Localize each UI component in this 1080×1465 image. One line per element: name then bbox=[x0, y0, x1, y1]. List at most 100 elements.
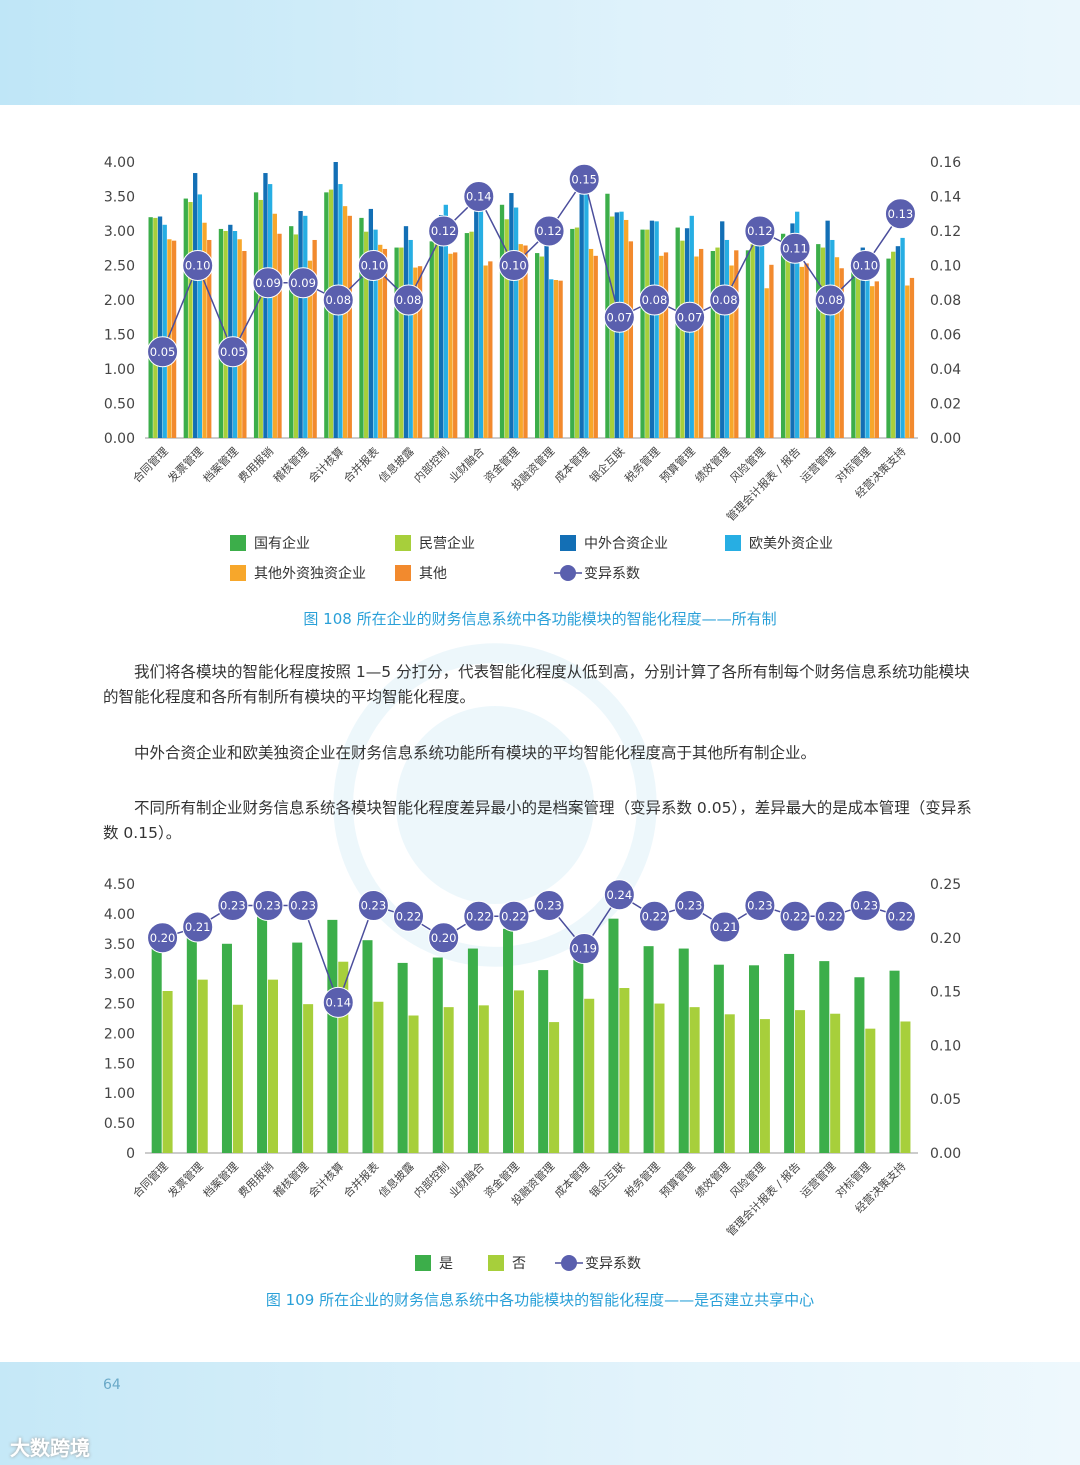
bar-是 bbox=[397, 962, 408, 1153]
category-label: 合同管理 bbox=[130, 444, 171, 485]
cv-label: 0.23 bbox=[290, 899, 316, 913]
bar-否 bbox=[197, 979, 208, 1153]
cv-label: 0.22 bbox=[817, 909, 843, 923]
bar-是 bbox=[608, 918, 619, 1153]
legend-label: 是 bbox=[439, 1256, 453, 1272]
legend-label: 变异系数 bbox=[585, 1256, 641, 1272]
y-tick-label: 0 bbox=[126, 1146, 135, 1162]
y2-tick-label: 0.05 bbox=[930, 1092, 961, 1108]
bar-其他外资独资企业 bbox=[729, 265, 734, 438]
bar-否 bbox=[267, 979, 278, 1153]
bar-民营企业 bbox=[188, 202, 193, 438]
cv-label: 0.22 bbox=[888, 909, 914, 923]
y-tick-label: 1.00 bbox=[104, 362, 135, 378]
category-label: 运营管理 bbox=[797, 1159, 838, 1200]
bar-否 bbox=[900, 1021, 911, 1153]
bar-民营企业 bbox=[539, 256, 545, 438]
bar-是 bbox=[151, 940, 162, 1153]
bar-是 bbox=[678, 948, 689, 1153]
bar-是 bbox=[503, 928, 514, 1153]
bar-其他 bbox=[523, 245, 528, 438]
bar-欧美外资企业 bbox=[303, 215, 308, 438]
y-tick-label: 1.00 bbox=[104, 1086, 135, 1102]
bar-否 bbox=[303, 1004, 314, 1153]
bar-民营企业 bbox=[750, 244, 755, 438]
bar-其他 bbox=[874, 281, 879, 438]
bar-欧美外资企业 bbox=[549, 279, 554, 438]
cv-label: 0.08 bbox=[642, 293, 668, 307]
legend-label: 中外合资企业 bbox=[584, 535, 668, 552]
bar-其他外资独资企业 bbox=[378, 244, 383, 438]
bar-是 bbox=[327, 919, 338, 1153]
bar-民营企业 bbox=[504, 219, 509, 438]
cv-point bbox=[498, 250, 530, 281]
bar-欧美外资企业 bbox=[900, 237, 905, 438]
bar-国有企业 bbox=[851, 258, 856, 438]
bar-否 bbox=[865, 1028, 876, 1153]
bar-国有企业 bbox=[535, 253, 540, 438]
y-tick-label: 4.00 bbox=[104, 907, 135, 923]
bar-国有企业 bbox=[324, 192, 329, 438]
bar-中外合资企业 bbox=[579, 176, 584, 439]
page-number: 64 bbox=[103, 1377, 121, 1393]
bar-其他外资独资企业 bbox=[905, 285, 910, 438]
cv-point bbox=[393, 284, 425, 316]
cv-label: 0.15 bbox=[571, 172, 597, 186]
category-label: 业财融合 bbox=[446, 444, 487, 485]
cv-label: 0.22 bbox=[642, 909, 668, 923]
bar-国有企业 bbox=[218, 228, 224, 438]
bar-否 bbox=[584, 998, 595, 1153]
bar-欧美外资企业 bbox=[232, 231, 238, 438]
bar-欧美外资企业 bbox=[162, 224, 167, 438]
bar-中外合资企业 bbox=[157, 216, 163, 438]
y-tick-label: 0.50 bbox=[104, 397, 135, 413]
bar-中外合资企业 bbox=[720, 221, 725, 438]
bar-其他外资独资企业 bbox=[483, 265, 488, 438]
y2-tick-label: 0.00 bbox=[930, 431, 961, 447]
bar-国有企业 bbox=[499, 204, 505, 438]
legend-label: 其他 bbox=[419, 566, 447, 582]
bar-是 bbox=[819, 961, 830, 1153]
bar-欧美外资企业 bbox=[478, 189, 484, 438]
bar-其他外资独资企业 bbox=[342, 206, 348, 438]
y-tick-label: 0.00 bbox=[104, 431, 135, 447]
bar-欧美外资企业 bbox=[584, 189, 589, 438]
bar-国有企业 bbox=[886, 258, 891, 438]
bar-其他 bbox=[628, 241, 634, 438]
bar-否 bbox=[549, 1022, 560, 1153]
cv-label: 0.23 bbox=[361, 899, 387, 913]
bar-欧美外资企业 bbox=[865, 251, 870, 438]
bar-中外合资企业 bbox=[684, 228, 690, 438]
cv-point bbox=[744, 890, 776, 922]
cv-point bbox=[814, 284, 846, 316]
bar-民营企业 bbox=[574, 227, 580, 438]
bar-其他 bbox=[839, 268, 844, 438]
category-label: 税务管理 bbox=[622, 444, 663, 485]
bar-是 bbox=[538, 970, 549, 1153]
category-label: 业财融合 bbox=[446, 1159, 487, 1200]
bar-是 bbox=[467, 948, 478, 1153]
bar-中外合资企业 bbox=[509, 193, 514, 438]
cv-point bbox=[287, 890, 319, 922]
bar-欧美外资企业 bbox=[267, 184, 273, 438]
y2-tick-label: 0.15 bbox=[930, 985, 961, 1001]
bar-中外合资企业 bbox=[368, 208, 374, 438]
cv-point bbox=[779, 232, 811, 264]
bar-是 bbox=[432, 957, 443, 1153]
bar-否 bbox=[795, 1010, 806, 1153]
bar-国有企业 bbox=[289, 226, 294, 438]
chart-fig108: 0.00 0.50 1.00 1.50 2.00 2.50 3.00 3.50 4.00 0.00… bbox=[104, 155, 961, 582]
bar-其他 bbox=[453, 252, 458, 438]
cv-point bbox=[498, 900, 530, 932]
bar-国有企业 bbox=[429, 241, 434, 438]
bar-是 bbox=[221, 943, 232, 1153]
bar-国有企业 bbox=[464, 233, 470, 438]
category-label: 合并报表 bbox=[340, 1159, 381, 1200]
cv-label: 0.23 bbox=[255, 899, 281, 913]
bar-欧美外资企业 bbox=[513, 207, 519, 438]
cv-point bbox=[638, 900, 670, 932]
cv-point bbox=[463, 900, 495, 932]
category-label: 信息披露 bbox=[376, 1159, 417, 1200]
cv-point bbox=[357, 250, 389, 281]
footer-band bbox=[0, 1362, 1080, 1465]
